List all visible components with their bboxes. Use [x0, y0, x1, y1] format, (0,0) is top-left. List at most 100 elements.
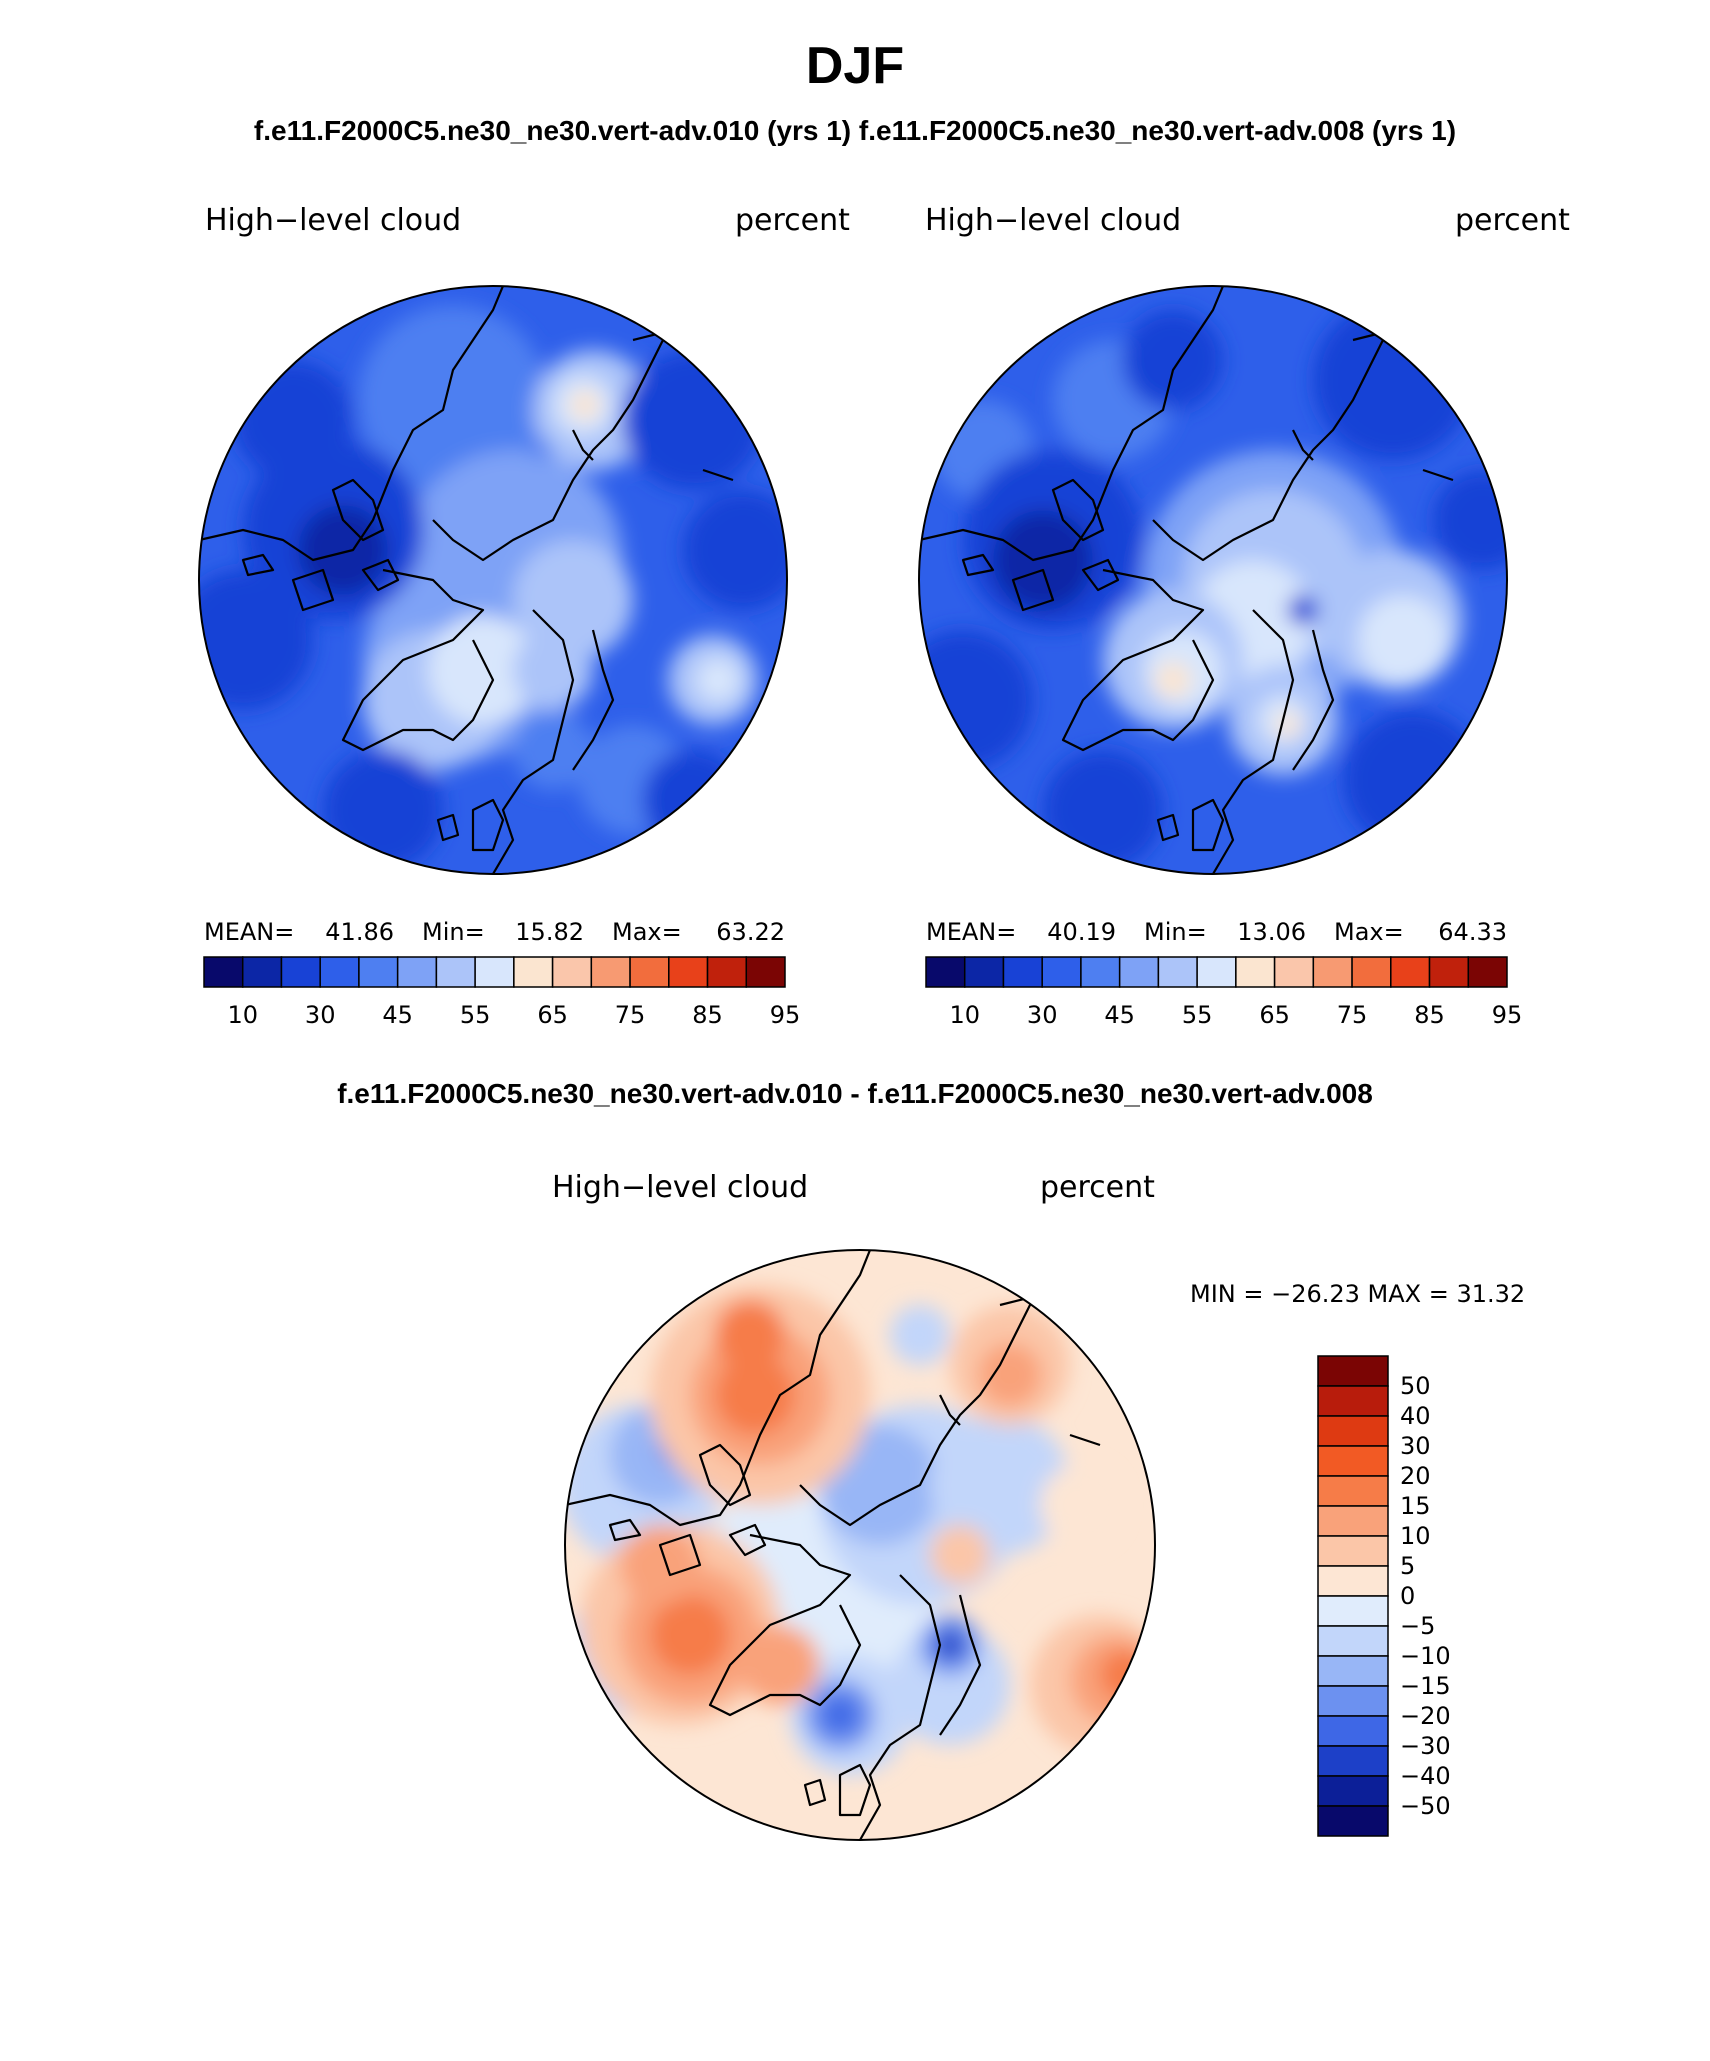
colorbar-box [1157, 956, 1198, 988]
variable-label: High−level cloud [205, 203, 461, 238]
colorbar-tick-label: 10 [949, 1001, 980, 1029]
colorbar-tick-label: 45 [1104, 1001, 1135, 1029]
colorbar-box [668, 956, 709, 988]
colorbar-tick-label: −20 [1400, 1702, 1451, 1730]
colorbar-box [551, 956, 593, 988]
page-title: DJF [805, 37, 905, 95]
coastlines [199, 286, 734, 874]
stat-min-value: 13.06 [1237, 918, 1306, 946]
colorbar-box [629, 956, 670, 988]
colorbar-box [1041, 956, 1082, 988]
coastlines [919, 286, 1454, 874]
colorbar-box [1390, 956, 1431, 988]
colorbar-tick-label: 20 [1400, 1462, 1431, 1490]
stat-mean-label: MEAN= [204, 918, 294, 946]
colorbar-box [1317, 1595, 1389, 1627]
variable-label: High−level cloud [925, 203, 1181, 238]
labels-and-colorbars: High−level cloud percent MEAN= 41.86 Min= 15.… [203, 203, 1570, 1837]
stat-min-label: Min= [422, 918, 485, 946]
colorbar-tick-label: −40 [1400, 1762, 1451, 1790]
units-label: percent [735, 203, 850, 238]
colorbar-tick-label: −30 [1400, 1732, 1451, 1760]
colorbar-tick-label: 10 [1400, 1522, 1431, 1550]
stat-mean-value: 41.86 [325, 918, 394, 946]
colorbar-box [1317, 1715, 1389, 1747]
colorbar-box [1351, 956, 1392, 988]
stat-max-value: 63.22 [716, 918, 785, 946]
colorbar-tick-label: 75 [615, 1001, 646, 1029]
colorbar-tick-label: 55 [460, 1001, 491, 1029]
stat-mean-label: MEAN= [926, 918, 1016, 946]
difference-field [565, 1285, 1155, 1775]
stat-max-label: Max= [1334, 918, 1404, 946]
colorbar-box [1273, 956, 1315, 988]
map-frame [918, 285, 1508, 875]
colorbar-tick-label: 75 [1337, 1001, 1368, 1029]
map-frame [198, 285, 788, 875]
colorbar-tick-label: 30 [1027, 1001, 1058, 1029]
colorbar-box [1118, 956, 1160, 988]
colorbar-box [1317, 1685, 1389, 1717]
colorbar-box [1317, 1385, 1389, 1417]
colorbar-box [963, 956, 1005, 988]
stat-min-label: Min= [1144, 918, 1207, 946]
colorbar-tick-label: 65 [537, 1001, 568, 1029]
colorbar-box [1467, 956, 1508, 988]
colorbar-tick-label: 0 [1400, 1582, 1415, 1610]
colorbar-tick-label: 30 [305, 1001, 336, 1029]
colorbar-box [1080, 956, 1121, 988]
subtitle-diff: f.e11.F2000C5.ne30_ne30.vert-adv.010 - f… [337, 1078, 1373, 1109]
min-max-readout: MIN = −26.23 MAX = 31.32 [1190, 1280, 1525, 1308]
colorbar-tick-label: −10 [1400, 1642, 1451, 1670]
colorbar-tick-label: 85 [1414, 1001, 1445, 1029]
colorbar-box [203, 956, 244, 988]
colorbar-box [241, 956, 283, 988]
colorbar-box [1317, 1475, 1389, 1507]
colorbar-tick-label: 40 [1400, 1402, 1431, 1430]
units-label: percent [1040, 1170, 1155, 1205]
colorbar-box [1317, 1445, 1389, 1477]
colorbar-box [358, 956, 399, 988]
colorbar-tick-label: −15 [1400, 1672, 1451, 1700]
colorbar-box [1002, 956, 1043, 988]
colorbar-box [1317, 1655, 1389, 1687]
colorbar-box [474, 956, 515, 988]
colorbar-tick-label: 5 [1400, 1552, 1415, 1580]
colorbar-tick-label: 50 [1400, 1372, 1431, 1400]
colorbar-tick-label: 65 [1259, 1001, 1290, 1029]
map-case-010 [198, 285, 788, 875]
colorbar-box [1235, 956, 1276, 988]
colorbar-box [396, 956, 438, 988]
stat-mean-value: 40.19 [1047, 918, 1116, 946]
colorbar-box [745, 956, 786, 988]
colorbar-box [1317, 1415, 1389, 1447]
stat-min-value: 15.82 [515, 918, 584, 946]
stat-max-value: 64.33 [1438, 918, 1507, 946]
colorbar-box [435, 956, 476, 988]
colorbar-tick-label: 30 [1400, 1432, 1431, 1460]
map-case-008 [918, 285, 1508, 875]
colorbar-box [280, 956, 321, 988]
colorbar-box [1317, 1355, 1389, 1387]
colorbar-tick-label: −5 [1400, 1612, 1435, 1640]
colorbar-tick-label: 95 [1492, 1001, 1523, 1029]
colorbar-box [1317, 1565, 1389, 1597]
colorbar-box [1428, 956, 1470, 988]
colorbar-box [925, 956, 966, 988]
colorbar-box [1317, 1745, 1389, 1777]
colorbar-box [1196, 956, 1237, 988]
coastlines [565, 1250, 1101, 1840]
colorbar-tick-label: 10 [227, 1001, 258, 1029]
colorbar-box [319, 956, 360, 988]
colorbar-tick-label: 95 [770, 1001, 801, 1029]
colorbar-tick-label: 55 [1182, 1001, 1213, 1029]
colorbar-tick-label: 15 [1400, 1492, 1431, 1520]
colorbar-box [1317, 1775, 1389, 1807]
colorbar-tick-label: −50 [1400, 1792, 1451, 1820]
subtitle-top: f.e11.F2000C5.ne30_ne30.vert-adv.010 (yr… [253, 115, 1457, 146]
colorbar-tick-label: 85 [692, 1001, 723, 1029]
variable-label: High−level cloud [552, 1170, 808, 1205]
colorbar-box [1312, 956, 1353, 988]
